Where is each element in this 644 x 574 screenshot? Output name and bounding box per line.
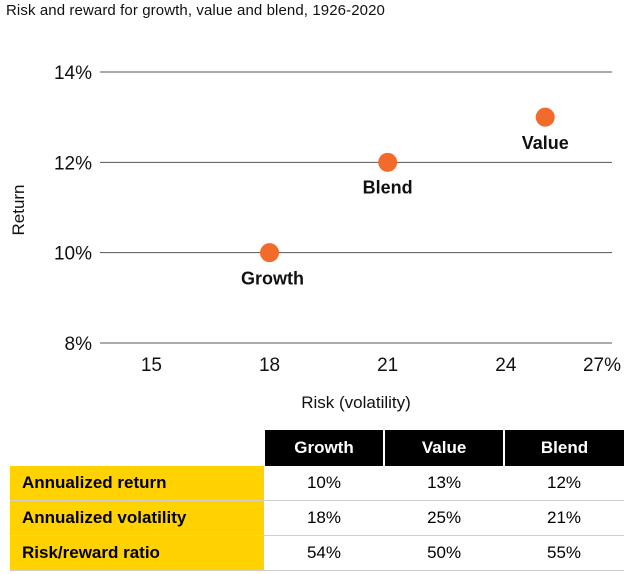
table-cell: 55% (504, 535, 624, 571)
row-label-risk-reward-ratio: Risk/reward ratio (10, 535, 264, 571)
x-tick-label: 18 (259, 355, 280, 376)
row-label-annualized-volatility: Annualized volatility (10, 500, 264, 536)
x-tick-label: 21 (377, 355, 398, 376)
table-header-row: Growth Value Blend (10, 430, 624, 466)
table-cell: 54% (263, 535, 385, 571)
x-axis-title: Risk (volatility) (301, 393, 411, 412)
table-cell: 18% (263, 500, 385, 536)
y-axis-title: Return (9, 184, 28, 236)
point-label-blend: Blend (363, 177, 413, 197)
y-tick-label: 14% (54, 63, 92, 84)
y-tick-label: 12% (54, 153, 92, 174)
data-point-value (535, 107, 555, 127)
table-corner (10, 430, 264, 466)
point-label-value: Value (522, 133, 569, 153)
data-point-growth (260, 243, 280, 263)
x-tick-label: 15 (141, 355, 162, 376)
column-header-blend: Blend (503, 430, 624, 466)
row-label-annualized-return: Annualized return (10, 466, 264, 501)
table-cell: 12% (504, 466, 624, 501)
scatter-plot: 8% 10% 12% 14% 15 18 21 24 27% Growth Blend Value (54, 63, 621, 376)
data-point-blend (378, 152, 398, 172)
table-row: Annualized volatility 18% 25% 21% (10, 500, 624, 536)
y-tick-label: 8% (65, 334, 93, 355)
x-tick-label: 24 (495, 355, 517, 376)
chart-title: Risk and reward for growth, value and bl… (6, 2, 385, 19)
table-cell: 10% (263, 466, 385, 501)
x-tick-label: 27% (583, 355, 621, 376)
table-cell: 13% (384, 466, 505, 501)
column-header-growth: Growth (262, 430, 385, 466)
table-row: Risk/reward ratio 54% 50% 55% (10, 535, 624, 571)
table-row: Annualized return 10% 13% 12% (10, 466, 624, 501)
table-cell: 21% (504, 500, 624, 536)
x-tick-labels: 15 18 21 24 27% (141, 355, 621, 376)
data-points: Growth Blend Value (241, 107, 569, 289)
gridlines (100, 71, 612, 344)
point-label-growth: Growth (241, 269, 304, 289)
column-header-value: Value (383, 430, 505, 466)
table-cell: 50% (384, 535, 505, 571)
y-tick-label: 10% (54, 244, 92, 265)
y-tick-labels: 8% 10% 12% 14% (54, 63, 92, 355)
stats-table: Growth Value Blend Annualized return 10%… (10, 430, 624, 571)
table-cell: 25% (384, 500, 505, 536)
